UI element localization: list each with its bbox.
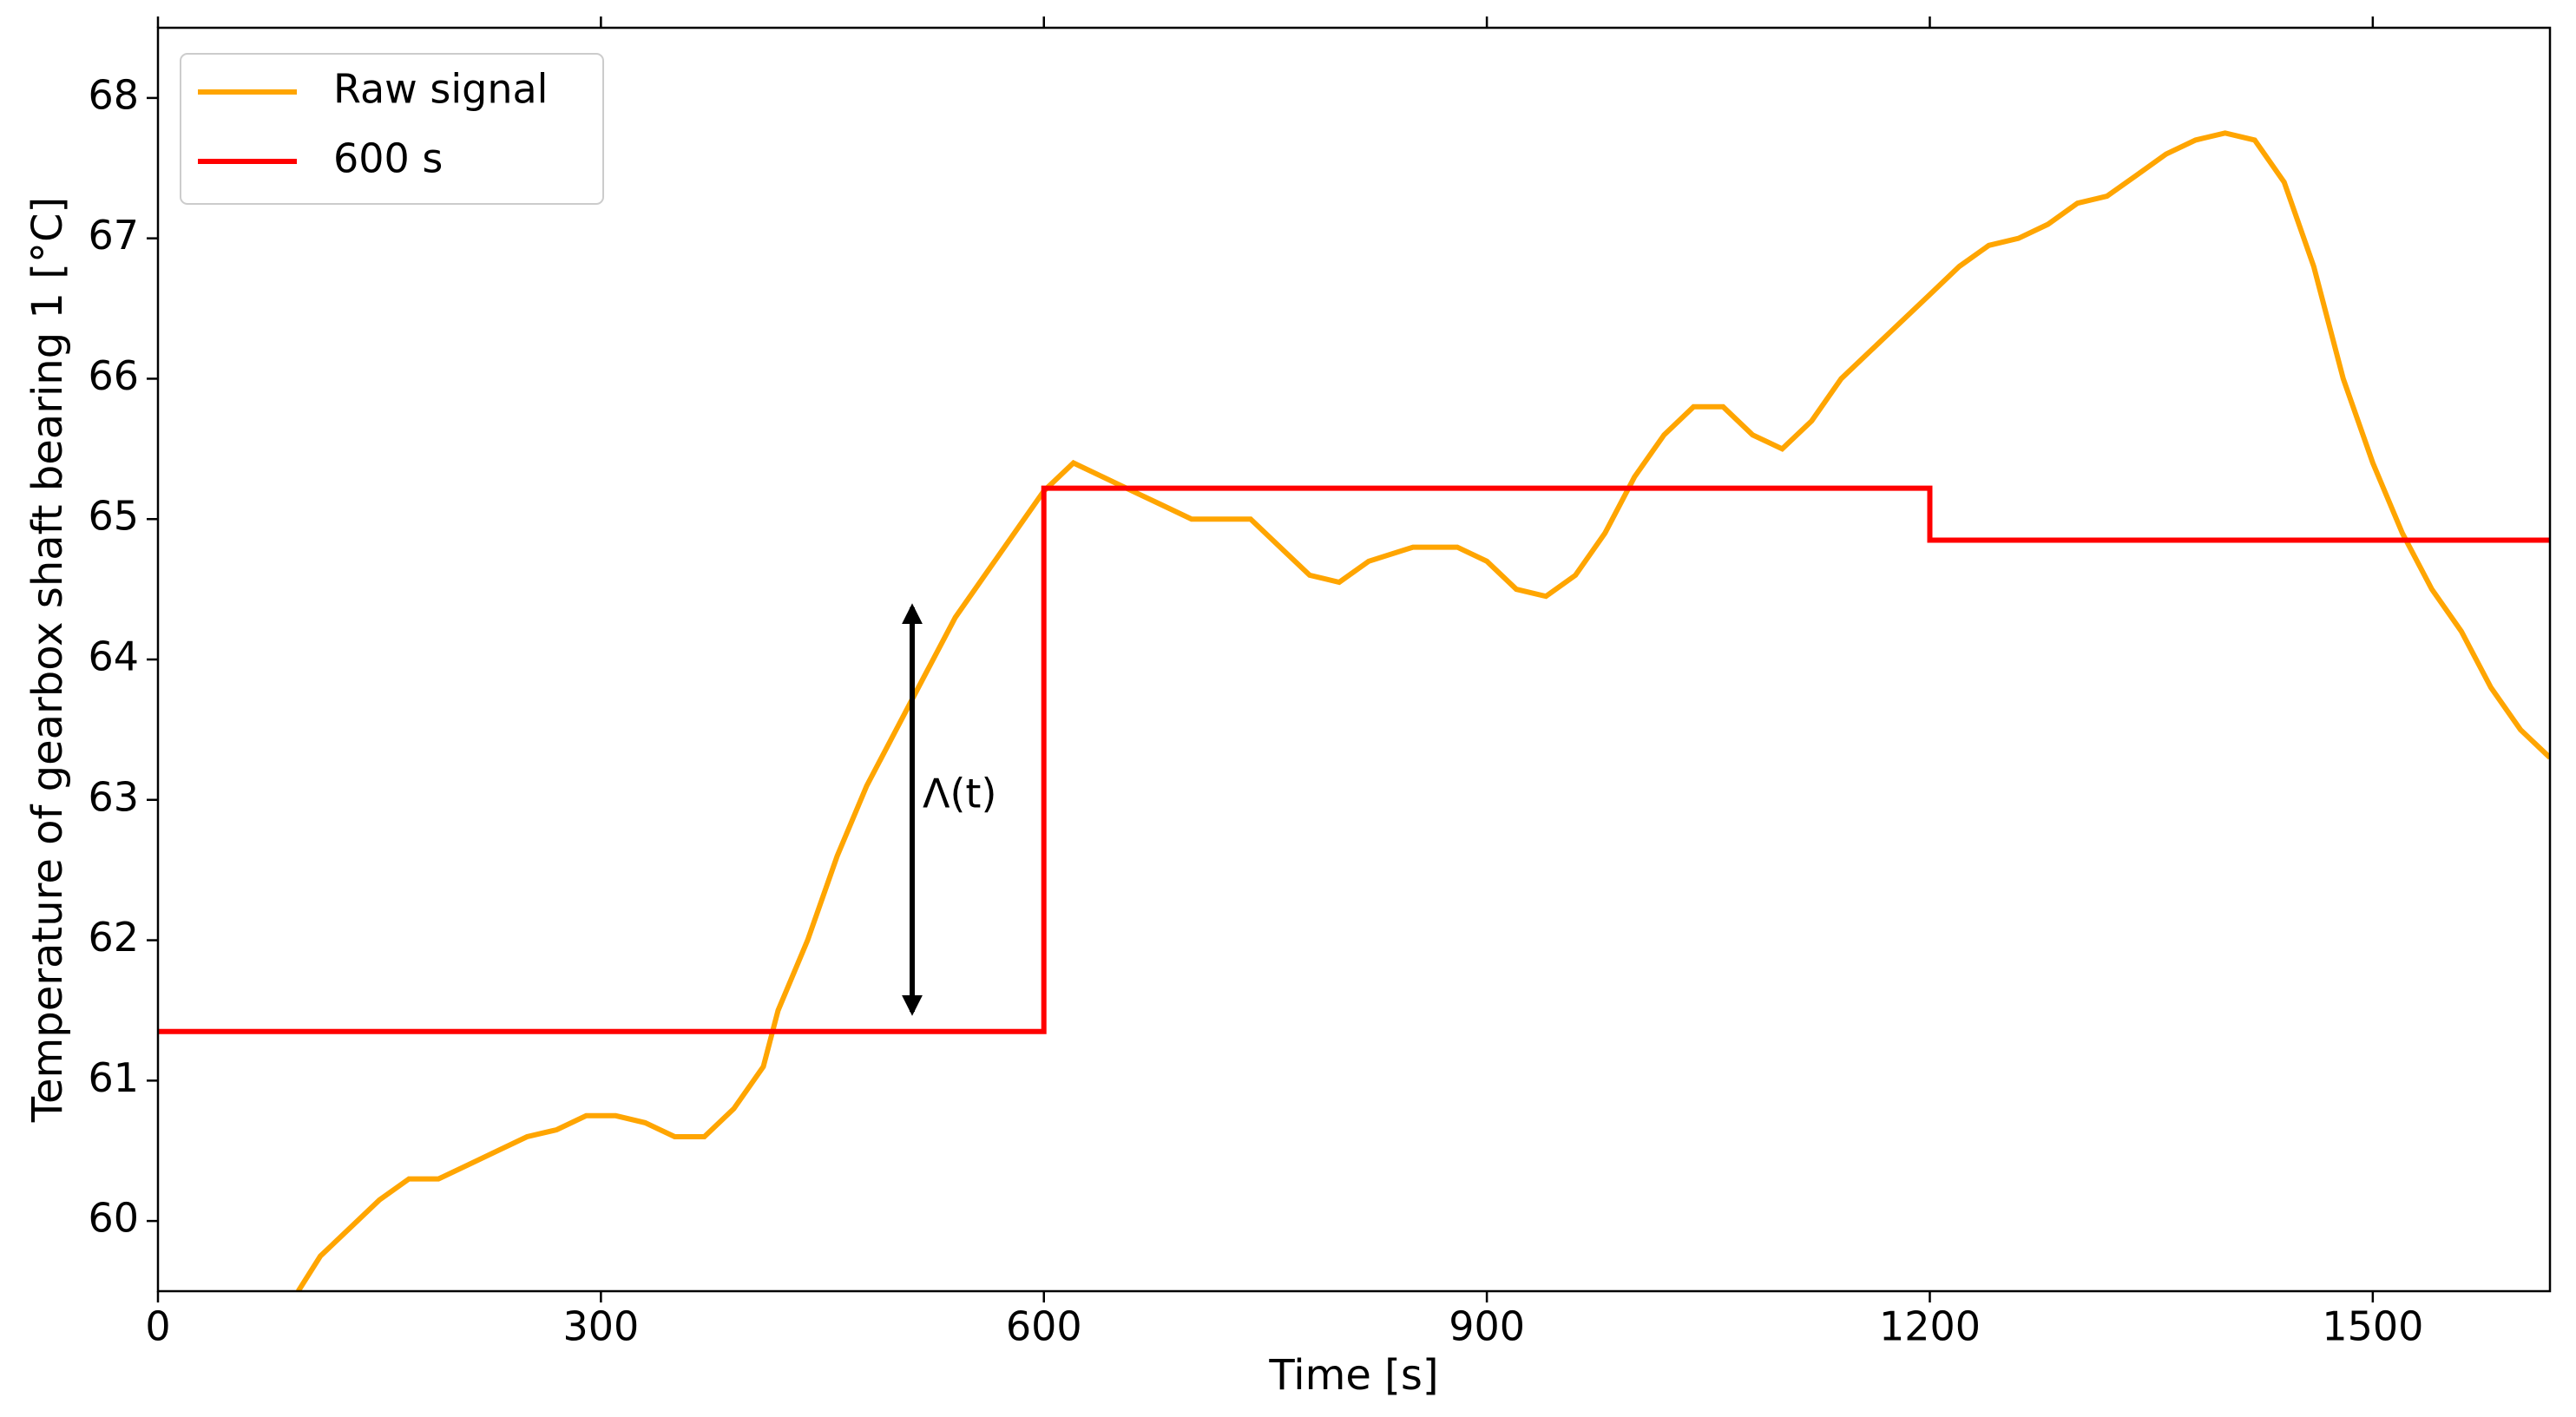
annotation: Λ(t)	[923, 771, 996, 817]
x-tick-label: 600	[1006, 1303, 1082, 1350]
axes-frame	[156, 26, 2552, 1293]
y-axis-label: Temperature of gearbox shaft bearing 1 […	[23, 197, 72, 1123]
y-tick-label: 63	[88, 773, 139, 820]
series-line	[296, 130, 2550, 1291]
plot-area	[158, 130, 2550, 1291]
y-tick-label: 61	[88, 1054, 139, 1101]
legend-label: Raw signal	[333, 66, 548, 113]
y-tick-label: 67	[88, 212, 139, 259]
series-line	[158, 485, 2550, 1034]
y-tick-label: 66	[88, 352, 139, 399]
x-tick-label: 0	[145, 1303, 170, 1350]
x-axis-label: Time [s]	[1268, 1351, 1438, 1400]
y-tick-label: 60	[88, 1195, 139, 1242]
x-tick-label: 1200	[1879, 1303, 1981, 1350]
y-tick-label: 65	[88, 493, 139, 540]
x-tick-label: 900	[1449, 1303, 1525, 1350]
legend-label: 600 s	[333, 135, 443, 182]
x-tick-label: 1500	[2322, 1303, 2423, 1350]
y-tick-label: 64	[88, 633, 139, 680]
y-tick-label: 62	[88, 914, 139, 961]
legend: Raw signal 600 s	[180, 53, 604, 205]
x-tick-label: 300	[562, 1303, 639, 1350]
y-tick-label: 68	[88, 71, 139, 118]
